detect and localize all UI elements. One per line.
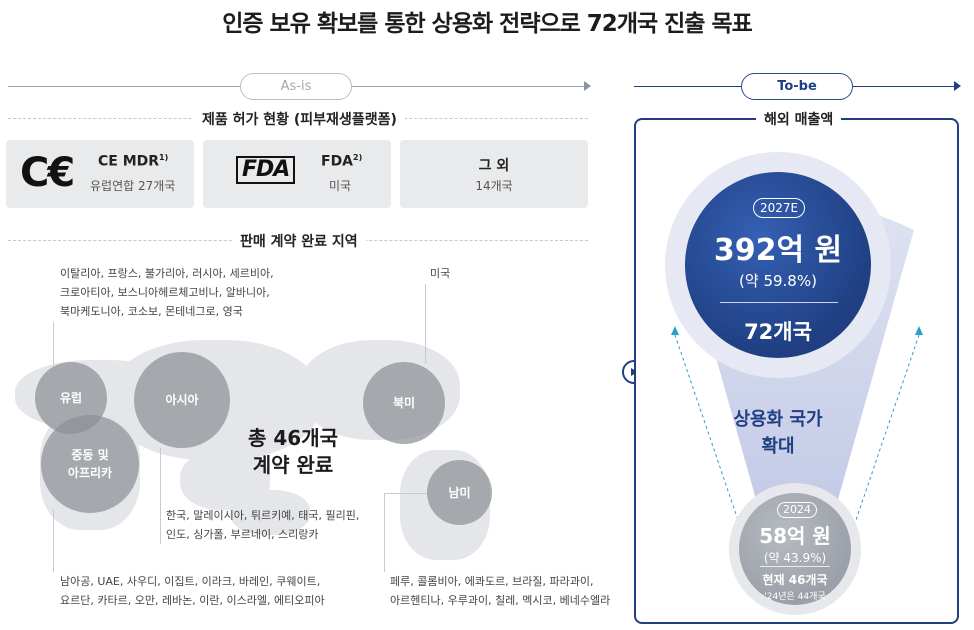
fda-card-sub: 미국 (329, 179, 352, 193)
south-america-bubble: 남미 (427, 460, 492, 525)
current-divider (760, 566, 830, 567)
asia-country-list: 한국, 말레이시아, 튀르키예, 태국, 필리핀, 인도, 싱가폴, 부르네이, … (166, 509, 360, 541)
other-card-title: 그 외 (478, 158, 510, 174)
asia-connector (160, 448, 161, 544)
europe-connector (53, 322, 54, 366)
current-pct: (약 43.9%) (763, 551, 827, 565)
future-year-pill: 2027E (753, 198, 805, 218)
ce-card: C€ CE MDR1) 유럽연합 27개국 (6, 140, 194, 208)
page-title: 인증 보유 확보를 통한 상용화 전략으로 72개국 진출 목표 (222, 11, 753, 37)
current-circle (739, 493, 851, 605)
na-country-list: 미국 (430, 267, 451, 280)
tobe-arrowhead-icon (954, 81, 961, 91)
total-contract-label: 총 46개국 계약 완료 (248, 426, 338, 477)
future-circle (685, 172, 871, 358)
ce-logo-icon: C€ (20, 150, 75, 196)
mea-connector (53, 510, 54, 572)
sa-country-list: 페루, 콜롬비아, 에콰도르, 브라질, 파라과이, 아르헨티나, 우루과이, 칠… (390, 575, 611, 607)
fda-card: FDA FDA2) 미국 (203, 140, 391, 208)
sa-connector-v (384, 493, 385, 572)
current-year-pill: 2024 (777, 502, 817, 518)
current-countries: 현재 46개국 (762, 573, 828, 587)
ce-card-title: CE MDR1) (98, 153, 169, 170)
tobe-section-title: 해외 매출액 (756, 109, 842, 129)
future-divider (720, 302, 838, 303)
asia-bubble: 아시아 (134, 352, 230, 448)
future-amount: 392억 원 (713, 233, 843, 268)
other-card-sub: 14개국 (475, 179, 513, 193)
fda-logo-icon: FDA (236, 156, 296, 184)
sa-connector-h (384, 493, 428, 494)
future-pct: (약 59.8%) (739, 272, 817, 290)
permit-section-title: 제품 허가 현황 (피부재생플랫폼) (194, 109, 405, 129)
expansion-label: 상용화 국가 확대 (733, 409, 823, 457)
mea-country-list: 남아공, UAE, 사우디, 이집트, 이라크, 바레인, 쿠웨이트, 요르단, … (60, 575, 325, 607)
current-note: '24년은 44개국 (764, 592, 826, 602)
mea-bubble: 중동 및 아프리카 (41, 415, 139, 513)
current-amount: 58억 원 (759, 524, 831, 548)
fda-card-title: FDA2) (321, 153, 363, 170)
na-connector (425, 284, 426, 364)
future-countries: 72개국 (744, 320, 812, 344)
sales-section-title: 판매 계약 완료 지역 (232, 231, 366, 251)
asis-arrowhead-icon (584, 81, 591, 91)
other-card: 그 외 14개국 (400, 140, 588, 208)
tobe-label: To-be (741, 73, 853, 100)
north-america-bubble: 북미 (363, 362, 445, 444)
asis-label: As-is (240, 73, 352, 100)
europe-country-list: 이탈리아, 프랑스, 불가리아, 러시아, 세르비아, 크로아티아, 보스니아헤르… (60, 267, 274, 318)
ce-card-sub: 유럽연합 27개국 (90, 179, 176, 193)
